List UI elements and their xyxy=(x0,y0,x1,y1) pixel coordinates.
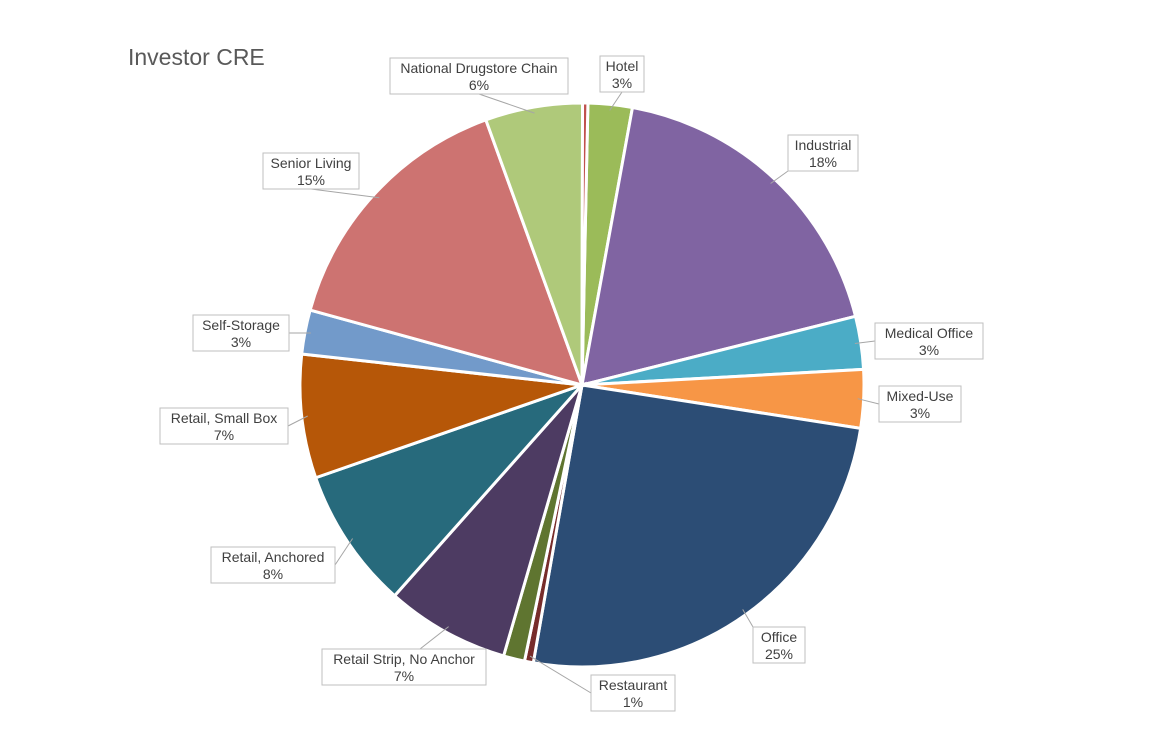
data-label-box xyxy=(878,385,962,423)
leader-line-hotel xyxy=(609,91,623,111)
leader-line-medical-office xyxy=(854,340,876,344)
pie-slice-unlabeled-13 xyxy=(580,101,590,386)
data-label-percent: 3% xyxy=(231,334,251,350)
data-label-category: Office xyxy=(761,629,798,645)
data-label-box xyxy=(599,55,645,93)
pie-slice-retail-strip-no-anchor xyxy=(392,384,584,658)
data-label-percent: 3% xyxy=(919,342,939,358)
data-label-box xyxy=(192,314,290,352)
data-label-box xyxy=(262,152,360,190)
data-label-box xyxy=(590,674,676,712)
data-label-percent: 8% xyxy=(263,566,283,582)
data-label-box xyxy=(210,546,336,584)
pie-slice-retail-anchored xyxy=(313,381,587,598)
data-label-category: Hotel xyxy=(606,58,639,74)
leader-line-retail-strip-no-anchor xyxy=(419,626,449,650)
data-label-percent: 25% xyxy=(765,646,793,662)
data-label-category: Retail Strip, No Anchor xyxy=(333,651,475,667)
data-label-percent: 1% xyxy=(623,694,643,710)
pie-slice-industrial xyxy=(580,105,858,388)
data-label-category: Retail, Anchored xyxy=(222,549,325,565)
data-label-percent: 6% xyxy=(469,77,489,93)
data-label-category: Mixed-Use xyxy=(887,388,954,404)
data-label-box xyxy=(159,407,289,445)
data-label-percent: 7% xyxy=(214,427,234,443)
leader-line-restaurant xyxy=(529,655,592,694)
data-label-percent: 18% xyxy=(809,154,837,170)
data-label-box xyxy=(787,134,859,172)
data-label-percent: 3% xyxy=(612,75,632,91)
pie-slice-office xyxy=(531,383,863,669)
data-label-category: Restaurant xyxy=(599,677,668,693)
data-label-box xyxy=(389,57,569,95)
data-label-percent: 15% xyxy=(297,172,325,188)
data-label-box xyxy=(752,626,806,664)
leader-line-industrial xyxy=(770,170,789,184)
chart-title: Investor CRE xyxy=(128,44,265,70)
leader-line-national-drugstore-chain xyxy=(478,93,535,114)
data-label-category: Retail, Small Box xyxy=(171,410,278,426)
data-label-category: Senior Living xyxy=(271,155,352,171)
data-label-box xyxy=(321,648,487,686)
leader-line-retail-anchored xyxy=(334,538,354,566)
data-label-category: Industrial xyxy=(795,137,852,153)
data-label-category: National Drugstore Chain xyxy=(400,60,557,76)
pie-slice-retail-small-box xyxy=(298,352,583,480)
leader-line-office xyxy=(742,609,754,628)
leader-line-mixed-use xyxy=(857,398,880,405)
data-label-category: Self-Storage xyxy=(202,317,280,333)
leader-line-retail-small-box xyxy=(287,415,308,427)
data-label-percent: 7% xyxy=(394,668,414,684)
leader-line-senior-living xyxy=(310,188,380,199)
data-label-box xyxy=(874,322,984,360)
pie-slice-senior-living xyxy=(308,117,585,388)
data-label-percent: 3% xyxy=(910,405,930,421)
pie-slices xyxy=(298,101,866,669)
data-label-category: Medical Office xyxy=(885,325,974,341)
